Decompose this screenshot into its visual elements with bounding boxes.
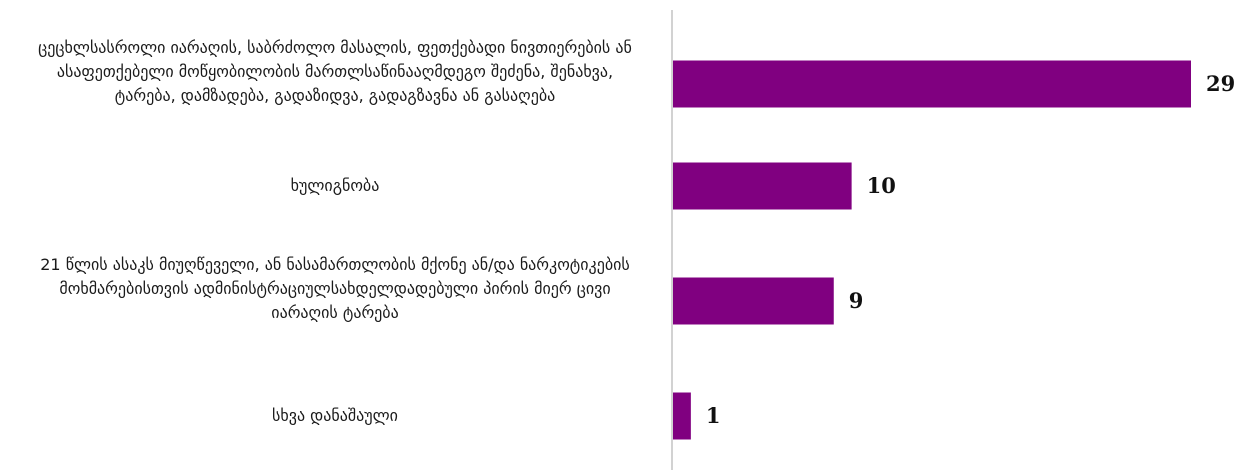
category-label-3: 21 წლის ასაკს მიუღწეველი, ან ნასამართლობ… — [40, 255, 630, 322]
category-label-4: სხვა დანაშაული — [272, 406, 398, 425]
data-label-3: 9 — [848, 288, 864, 313]
data-label-1: 29 — [1206, 71, 1236, 96]
data-label-4: 1 — [705, 403, 721, 428]
bar-2 — [673, 162, 852, 210]
category-label-1: ცეცხლსასროლი იარაღის, საბრძოლო მასალის, … — [38, 38, 632, 105]
data-label-2: 10 — [866, 173, 896, 198]
bar-1 — [673, 60, 1191, 108]
category-label-2: ხულიგნობა — [290, 176, 380, 195]
bar-3 — [673, 277, 834, 325]
bars-group — [673, 60, 1191, 440]
bar-4 — [673, 392, 691, 440]
